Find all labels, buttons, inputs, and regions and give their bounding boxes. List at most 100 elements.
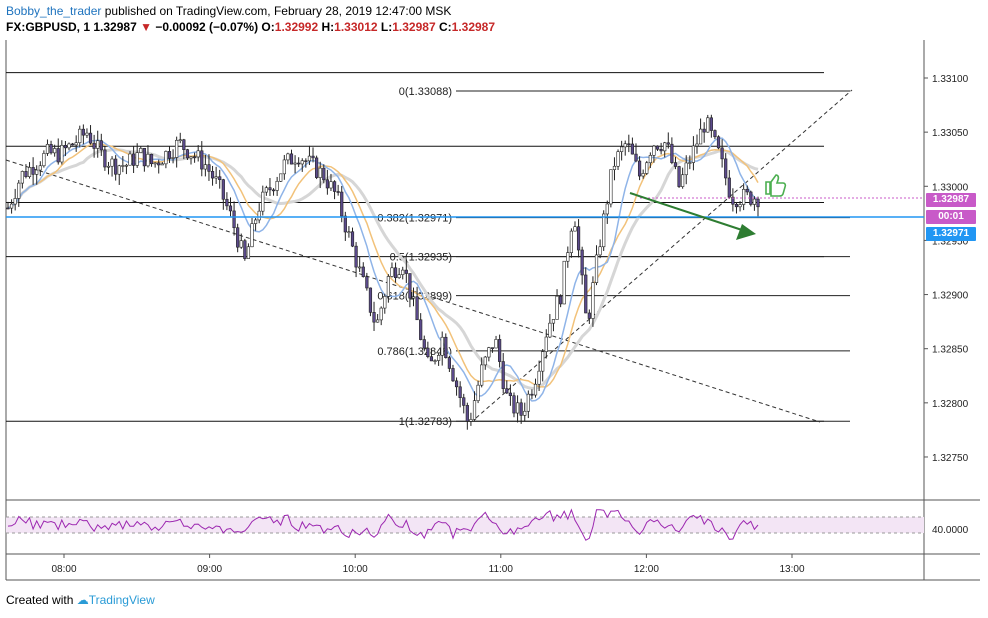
candle-body [627, 143, 631, 146]
candle-body [584, 274, 588, 314]
candle-body [92, 142, 96, 149]
symbol-label: FX:GBPUSD, 1 [6, 20, 91, 34]
rsi-band [6, 517, 924, 533]
candle-body [397, 274, 401, 279]
price-axis[interactable]: 1.33100 1.33050 1.33000 1.32950 1.32900 1.328… [924, 74, 969, 464]
footer: Created with ☁TradingView [6, 593, 155, 607]
candle-body [254, 219, 258, 224]
tradingview-brand[interactable]: TradingView [88, 593, 155, 607]
ohlc-line: FX:GBPUSD, 1 1.32987 ▼ −0.00092 (−0.07%)… [6, 19, 988, 35]
candle-body [440, 336, 444, 356]
candle-body [42, 153, 46, 167]
price-tick-label: 1.32800 [932, 399, 969, 410]
candle-body [645, 162, 649, 174]
candle-body [666, 142, 670, 145]
price-tick-label: 1.33000 [932, 182, 969, 193]
rsi-line [7, 508, 759, 541]
last-price: 1.32987 [93, 20, 137, 34]
candle-body [49, 144, 53, 154]
candle-body [580, 249, 584, 276]
candle-body [483, 356, 487, 366]
time-tick-label: 11:00 [489, 564, 514, 575]
time-tick-label: 09:00 [197, 564, 222, 575]
candle-body [200, 150, 204, 170]
candle-body [106, 165, 111, 168]
candle-body [178, 139, 182, 142]
candle-body [17, 182, 21, 199]
candle-body [544, 336, 548, 352]
candle-body [160, 163, 164, 166]
candle-body [530, 393, 534, 396]
candle-body [523, 410, 527, 416]
candle-body [257, 210, 261, 221]
price-change: −0.00092 (−0.07%) [155, 20, 259, 34]
candle-body [336, 191, 340, 193]
candle-body [602, 213, 606, 248]
candle-body [35, 169, 39, 175]
candle-body [214, 176, 218, 179]
candle-body [458, 386, 462, 399]
candle-body [358, 266, 362, 269]
candle-body [20, 171, 24, 184]
candle-body [684, 162, 688, 176]
candle-body [311, 155, 315, 159]
candle-body [146, 153, 150, 167]
candle-body [623, 143, 627, 148]
candle-body [727, 177, 731, 198]
candle-body [411, 296, 416, 299]
candle-body [31, 167, 35, 175]
price-tick-label: 1.32950 [932, 236, 969, 247]
candle-body [78, 128, 82, 144]
candle-body [537, 370, 541, 385]
candle-body [157, 162, 161, 166]
candle-body [609, 169, 613, 205]
candle-body [383, 296, 387, 309]
candle-body [99, 140, 103, 151]
candle-body [587, 312, 591, 319]
candle-body [742, 188, 746, 205]
candle-body [533, 383, 538, 396]
author-link[interactable]: Bobby_the_trader [6, 4, 102, 18]
chart-header: Bobby_the_trader published on TradingVie… [6, 3, 988, 35]
candle-body [501, 361, 505, 389]
price-tick-label: 1.33050 [932, 128, 969, 139]
candle-body [81, 128, 85, 136]
time-axis[interactable]: 08:00 09:00 10:00 11:00 12:00 13:00 [51, 554, 805, 575]
candle-body [548, 322, 552, 338]
candle-body [591, 282, 595, 319]
candle-body [673, 162, 678, 167]
candle-body [70, 143, 75, 146]
close-value: 1.32987 [451, 20, 496, 34]
fib-level-label: 1(1.32783) [399, 416, 452, 428]
line-price-badge: 1.32971 [926, 227, 976, 241]
candle-body [372, 312, 376, 323]
candle-body [515, 402, 520, 414]
candle-body [171, 157, 175, 159]
candle-body [752, 198, 757, 205]
candle-body [508, 392, 512, 397]
candle-body [498, 339, 502, 362]
candle-body [738, 204, 742, 208]
tradingview-logo-icon[interactable]: ☁ [76, 593, 89, 607]
candle-body [681, 174, 685, 187]
candle-body [569, 230, 573, 253]
candle-body [702, 128, 706, 133]
candle-body [182, 139, 186, 150]
candle-body [264, 187, 268, 193]
candle-body [85, 132, 89, 136]
candle-body [573, 226, 577, 232]
candle-body [709, 117, 713, 131]
time-tick-label: 13:00 [779, 564, 804, 575]
candle-body [716, 136, 721, 149]
candle-body [239, 240, 243, 248]
candle-body [419, 319, 423, 340]
candle-body [9, 203, 14, 209]
candle-body [325, 179, 329, 189]
candle-body [110, 158, 114, 167]
candle-body [142, 148, 146, 167]
candle-body [27, 167, 32, 177]
candle-body [390, 267, 394, 277]
candle-body [559, 295, 563, 305]
candle-body [153, 162, 157, 165]
